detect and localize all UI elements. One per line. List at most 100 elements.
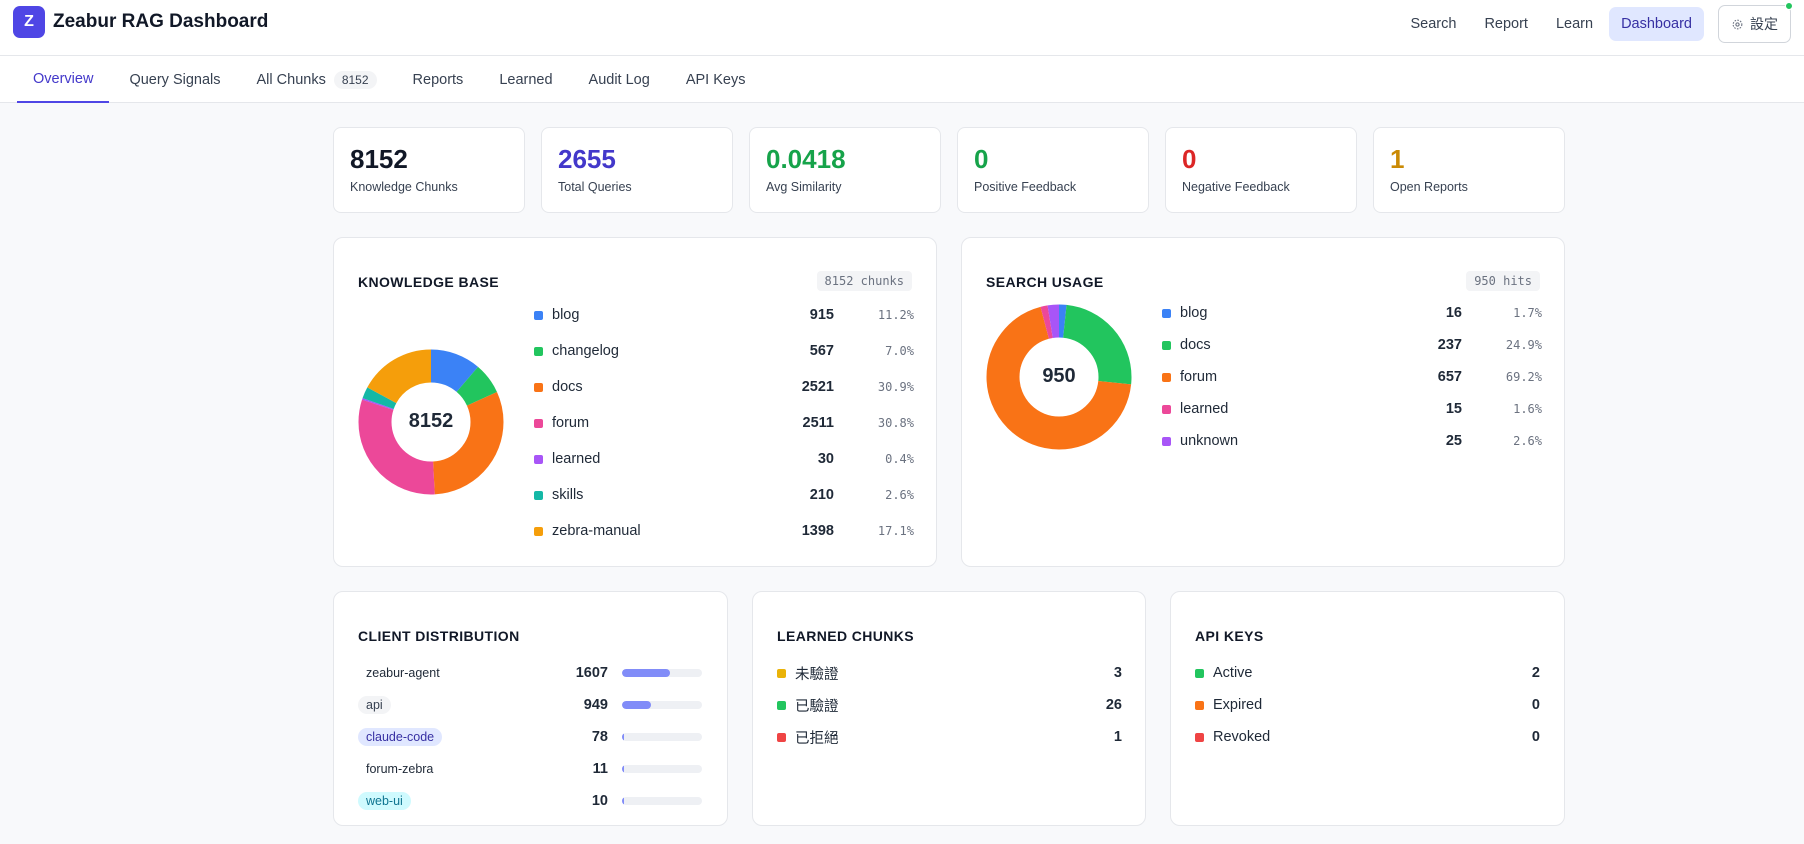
chunk-count-badge: 8152	[333, 70, 377, 89]
stat-card-positive-feedback: 0 Positive Feedback	[957, 127, 1149, 213]
su-slice-forum[interactable]	[986, 304, 1132, 450]
legend-swatch	[534, 454, 543, 464]
gear-icon	[1732, 19, 1743, 29]
legend-swatch	[1162, 404, 1171, 414]
su-slice-docs[interactable]	[986, 304, 1132, 450]
client-bar-fill	[622, 765, 625, 773]
client-bar-fill	[622, 733, 625, 741]
status-count: 1	[1113, 729, 1122, 745]
legend-percent: 2.6%	[1513, 434, 1542, 448]
stat-card-open-reports: 1 Open Reports	[1373, 127, 1565, 213]
status-count: 2	[1531, 665, 1540, 681]
legend-percent: 1.6%	[1513, 402, 1542, 416]
legend-name: forum	[552, 415, 590, 431]
stat-card-total-queries: 2655 Total Queries	[541, 127, 733, 213]
legend-percent: 30.9%	[877, 380, 914, 394]
stat-value: 0	[1182, 144, 1197, 174]
client-chip[interactable]: forum-zebra	[358, 760, 442, 778]
status-swatch	[777, 700, 786, 710]
legend-swatch	[534, 346, 543, 356]
top-bar: Z Zeabur RAG Dashboard Search Report Lea…	[0, 0, 1804, 56]
legend-percent: 24.9%	[1505, 338, 1542, 352]
tab-label: All Chunks	[256, 71, 326, 88]
legend-count: 915	[809, 307, 834, 323]
client-count: 11	[592, 761, 608, 777]
stat-value: 2655	[558, 144, 616, 174]
card-title: SEARCH USAGE	[986, 274, 1104, 290]
legend-swatch	[534, 418, 543, 428]
learned-chunks-card: LEARNED CHUNKS 未驗證 3 已驗證 26 已拒絕 1	[752, 591, 1146, 826]
client-bar-track	[622, 733, 702, 741]
tab-reports[interactable]: Reports	[397, 56, 480, 103]
legend-name: changelog	[552, 343, 619, 359]
legend-percent: 0.4%	[885, 452, 914, 466]
tab-label: Learned	[499, 71, 553, 88]
tab-label: Reports	[412, 71, 464, 88]
tab-learned[interactable]: Learned	[483, 56, 568, 103]
su-slice-unknown[interactable]	[986, 304, 1132, 450]
card-title: KNOWLEDGE BASE	[358, 274, 499, 290]
client-bar-track	[622, 797, 702, 805]
tab-audit-log[interactable]: Audit Log	[573, 56, 666, 103]
status-name: Expired	[1213, 697, 1263, 713]
legend-percent: 7.0%	[885, 344, 914, 358]
legend-name: skills	[552, 487, 584, 503]
tab-all-chunks[interactable]: All Chunks 8152	[241, 56, 393, 103]
kb-slice-forum[interactable]	[358, 349, 504, 495]
legend-count: 15	[1445, 401, 1462, 417]
client-bar-track	[622, 765, 702, 773]
status-row: Active 2	[1195, 662, 1540, 684]
client-chip[interactable]: zeabur-agent	[358, 664, 448, 682]
legend-percent: 1.7%	[1513, 306, 1542, 320]
legend-name: docs	[1180, 337, 1211, 353]
app-logo[interactable]: Z	[13, 6, 45, 38]
client-row: api 949	[358, 694, 703, 716]
card-title: CLIENT DISTRIBUTION	[358, 628, 520, 644]
kb-slice-zebra-manual[interactable]	[358, 349, 504, 495]
client-bar-fill	[622, 701, 651, 709]
client-chip[interactable]: claude-code	[358, 728, 443, 746]
nav-dashboard[interactable]: Dashboard	[1609, 7, 1704, 41]
legend-item: blog 16 1.7%	[1162, 302, 1542, 324]
nav-report[interactable]: Report	[1484, 16, 1528, 32]
status-name: Active	[1213, 665, 1253, 681]
search-usage-card: SEARCH USAGE 950 hits 950 blog 16 1.7% docs…	[961, 237, 1565, 567]
status-name: 已拒絕	[795, 730, 839, 747]
legend-count: 2521	[801, 379, 834, 395]
nav-learn[interactable]: Learn	[1555, 16, 1594, 32]
tab-api-keys[interactable]: API Keys	[670, 56, 762, 103]
client-chip[interactable]: web-ui	[358, 792, 411, 810]
legend-swatch	[1162, 308, 1171, 318]
legend-count: 2511	[802, 415, 834, 431]
status-name: 未驗證	[795, 666, 839, 683]
tab-query-signals[interactable]: Query Signals	[113, 56, 236, 103]
client-chip[interactable]: api	[358, 696, 391, 714]
stat-value: 0.0418	[766, 144, 846, 174]
knowledge-base-card: KNOWLEDGE BASE 8152 chunks 8152 blog 915 1…	[333, 237, 937, 567]
client-count: 949	[583, 697, 608, 713]
nav-search[interactable]: Search	[1410, 16, 1457, 32]
status-row: 未驗證 3	[777, 662, 1122, 684]
tab-overview[interactable]: Overview	[17, 56, 110, 103]
client-bar-fill	[622, 797, 625, 805]
client-count: 10	[591, 793, 608, 809]
knowledge-base-donut	[358, 349, 504, 495]
legend-item: blog 915 11.2%	[534, 304, 914, 326]
settings-button[interactable]: 設定	[1718, 2, 1793, 43]
legend-count: 1398	[801, 523, 834, 539]
legend-name: docs	[552, 379, 583, 395]
legend-percent: 17.1%	[877, 524, 914, 538]
legend-item: docs 2521 30.9%	[534, 376, 914, 398]
legend-count: 30	[817, 451, 834, 467]
stat-value: 0	[974, 144, 989, 174]
tab-label: Overview	[33, 70, 94, 87]
legend-swatch	[1162, 372, 1171, 382]
kb-slice-docs[interactable]	[358, 349, 504, 495]
stat-label: Open Reports	[1390, 180, 1468, 194]
legend-percent: 11.2%	[877, 308, 914, 322]
legend-item: forum 657 69.2%	[1162, 366, 1542, 388]
client-row: web-ui 10	[358, 790, 703, 812]
search-usage-donut	[986, 304, 1132, 450]
legend-name: forum	[1180, 369, 1218, 385]
settings-label: 設定	[1750, 16, 1778, 32]
